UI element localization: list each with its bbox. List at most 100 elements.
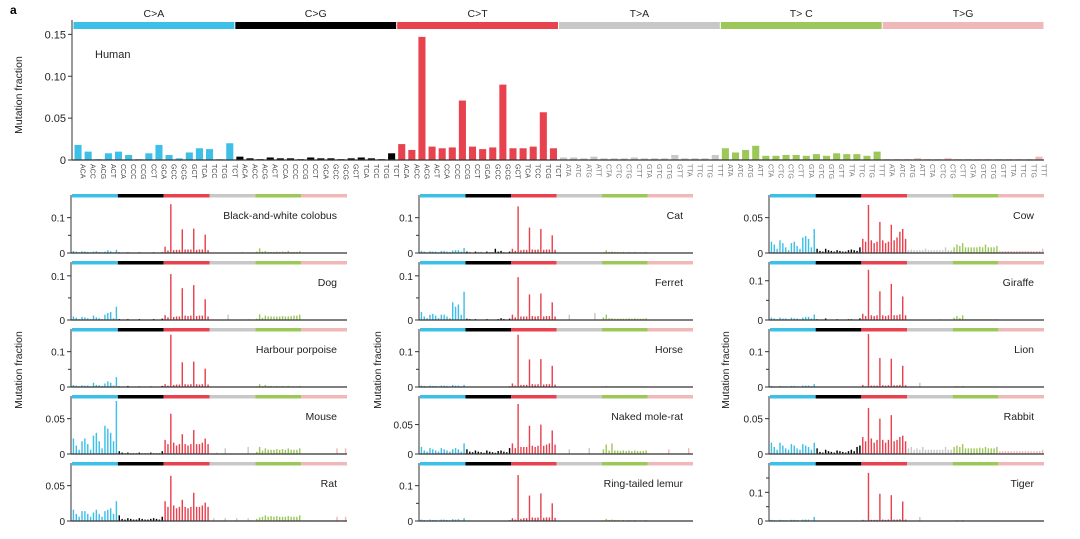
bar	[270, 316, 272, 320]
bar	[896, 519, 898, 521]
bar	[924, 248, 927, 253]
bar	[836, 450, 838, 454]
bar	[170, 334, 172, 387]
bar	[824, 248, 827, 253]
context-label: TCG	[544, 164, 551, 179]
bar	[164, 315, 166, 320]
bar	[95, 384, 98, 387]
bar	[463, 384, 465, 387]
bar	[964, 247, 967, 253]
strip-c-g	[465, 261, 511, 265]
bar	[336, 448, 338, 454]
bar	[281, 516, 284, 521]
context-label: TCA	[200, 164, 207, 178]
y-tick-label: 0	[59, 316, 65, 327]
bar	[443, 519, 445, 521]
context-label: ACT	[433, 164, 440, 179]
bar	[440, 448, 443, 454]
bar	[870, 315, 873, 320]
bar	[752, 145, 760, 160]
context-label: GCG	[503, 164, 510, 180]
bar	[622, 318, 625, 320]
bar	[864, 316, 867, 320]
bar	[884, 243, 887, 253]
bar	[175, 384, 178, 387]
bar	[161, 318, 163, 320]
bar	[973, 448, 975, 454]
bar	[434, 251, 437, 253]
bar	[258, 248, 261, 253]
bar	[528, 425, 531, 454]
context-label: TTT	[716, 164, 723, 178]
bar	[523, 316, 525, 320]
bar	[261, 450, 264, 454]
context-label: TCC	[372, 164, 379, 178]
bar	[127, 518, 129, 521]
context-label: GTA	[645, 164, 652, 178]
bar	[121, 518, 123, 521]
bar	[919, 250, 921, 253]
bar	[190, 384, 192, 387]
bar	[175, 508, 178, 521]
bar	[671, 154, 679, 160]
bar	[187, 384, 189, 387]
bar	[927, 449, 930, 454]
bar	[608, 450, 610, 454]
bar	[164, 439, 166, 454]
bar	[668, 449, 670, 454]
strip-c-t	[511, 395, 557, 399]
bar	[904, 315, 907, 320]
bar	[273, 316, 275, 320]
strip-c-g	[465, 194, 511, 198]
context-label: TCG	[220, 164, 227, 179]
bar	[602, 449, 605, 454]
bar	[423, 450, 425, 454]
bar	[970, 247, 972, 253]
bar	[170, 413, 172, 454]
y-axis-label-col3: Mutation fraction	[720, 331, 732, 409]
group-label-c-g: C>G	[305, 8, 327, 20]
bar	[190, 249, 192, 253]
chart-title: Lion	[1014, 344, 1034, 356]
context-label: TTC	[857, 164, 864, 178]
bar	[856, 250, 858, 253]
bar	[864, 241, 867, 253]
bar	[554, 444, 556, 454]
bar	[520, 446, 522, 454]
context-label: GTG	[827, 164, 834, 179]
bar	[896, 237, 898, 253]
context-label: CTG	[948, 164, 955, 179]
bar	[853, 154, 861, 160]
bar	[463, 291, 465, 320]
bar	[517, 403, 519, 454]
bar	[1004, 451, 1007, 454]
bar	[844, 251, 847, 253]
bar	[893, 315, 895, 320]
bar	[525, 384, 528, 387]
bar	[491, 452, 494, 454]
bar	[517, 475, 519, 521]
bar	[896, 439, 898, 454]
bar	[463, 248, 465, 253]
bar	[916, 250, 918, 253]
bar	[824, 318, 827, 320]
bar	[420, 446, 423, 454]
chart-title: Giraffe	[1003, 277, 1034, 289]
chart-mouse: 0 0.05 Mouse	[46, 395, 347, 461]
context-label: CTA	[605, 164, 612, 178]
bar	[842, 251, 844, 253]
bar	[138, 518, 141, 521]
bar	[429, 448, 431, 454]
bar	[508, 318, 511, 320]
bar	[215, 452, 218, 454]
bar	[822, 251, 824, 253]
strip-t-g	[998, 328, 1044, 332]
strip-t-g	[301, 328, 347, 332]
bar	[287, 448, 289, 454]
bar	[190, 315, 192, 320]
y-tick-label: 0.1	[51, 214, 65, 225]
bar	[990, 448, 992, 454]
bar	[81, 316, 83, 320]
bar	[961, 444, 964, 454]
context-label: GTC	[655, 164, 662, 179]
